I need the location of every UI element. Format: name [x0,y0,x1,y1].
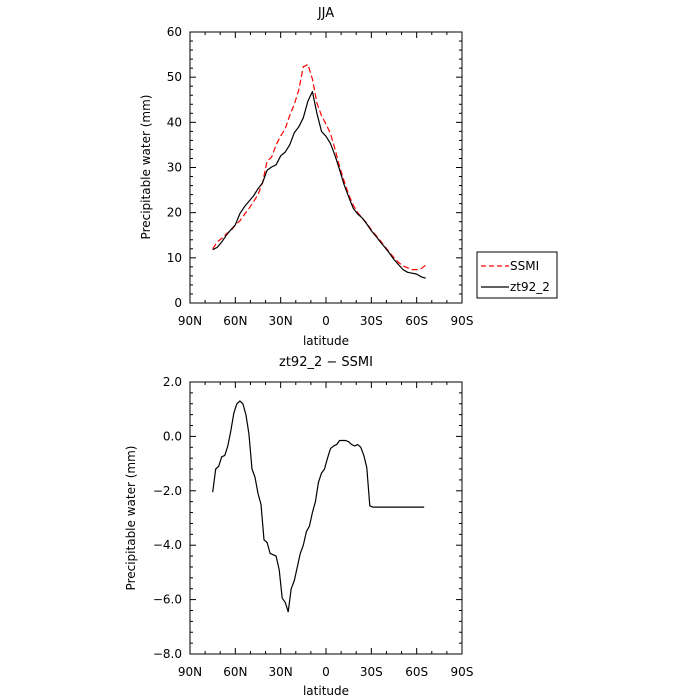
top-x-tick-labels: 90N 60N 30N 0 30S 60S 90S [178,314,474,328]
top-series-group [212,63,427,279]
bottom-x-tick-label: 60N [223,665,247,679]
top-plot-frame [189,31,463,304]
bottom-y-tick-label: −8.0 [153,647,182,661]
top-y-tick-label: 10 [167,251,182,265]
top-y-tick-label: 40 [167,115,182,129]
bottom-plot-frame [189,381,463,655]
legend: SSMI zt92_2 [476,251,558,299]
top-series-line-zt92-2 [212,90,426,279]
top-y-axis-label: Precipitable water (mm) [139,95,153,240]
top-x-tick-label: 30S [360,314,383,328]
bottom-y-tick-label: −2.0 [153,484,182,498]
top-x-tick-label: 60N [223,314,247,328]
legend-label-zt92: zt92_2 [510,280,550,294]
bottom-axis-ticks [189,381,463,655]
bottom-x-tick-label: 60S [405,665,428,679]
bottom-y-tick-labels: −8.0 −6.0 −4.0 −2.0 0.0 2.0 [153,375,182,661]
bottom-y-tick-label: 2.0 [163,375,182,389]
bottom-chart-panel: zt92_2 − SSMI 90N 60N 30N 0 30S 60S 90S −8.0 −6… [124,355,473,698]
legend-label-ssmi: SSMI [510,259,539,273]
top-axis-ticks [189,31,463,304]
bottom-x-tick-label: 30S [360,665,383,679]
top-y-tick-label: 30 [167,161,182,175]
bottom-x-tick-label: 30N [269,665,293,679]
bottom-x-tick-labels: 90N 60N 30N 0 30S 60S 90S [178,665,474,679]
bottom-x-tick-label: 0 [322,665,330,679]
bottom-y-axis-label: Precipitable water (mm) [124,446,138,591]
top-y-tick-label: 0 [174,296,182,310]
bottom-x-tick-label: 90S [451,665,474,679]
top-x-tick-label: 90S [451,314,474,328]
top-x-tick-label: 30N [269,314,293,328]
top-x-axis-label: latitude [303,334,349,348]
bottom-y-tick-label: 0.0 [163,429,182,443]
bottom-series-group [212,400,425,613]
top-y-tick-label: 50 [167,70,182,84]
top-series-line-ssmi [212,63,427,271]
top-x-tick-label: 90N [178,314,202,328]
top-x-tick-label: 60S [405,314,428,328]
top-y-tick-label: 60 [167,25,182,39]
top-chart-panel: JJA 90N 60N 30N 0 30S 60S 90S 0 10 20 30 40 50 60 la… [139,6,473,348]
top-y-tick-labels: 0 10 20 30 40 50 60 [167,25,182,310]
bottom-x-tick-label: 90N [178,665,202,679]
top-y-tick-label: 20 [167,206,182,220]
bottom-x-axis-label: latitude [303,684,349,698]
top-x-tick-label: 0 [322,314,330,328]
legend-box [476,251,558,299]
bottom-y-tick-label: −4.0 [153,538,182,552]
bottom-series-line-difference [212,400,425,613]
bottom-chart-title: zt92_2 − SSMI [279,355,373,370]
top-chart-title: JJA [317,6,334,21]
bottom-y-tick-label: −6.0 [153,593,182,607]
